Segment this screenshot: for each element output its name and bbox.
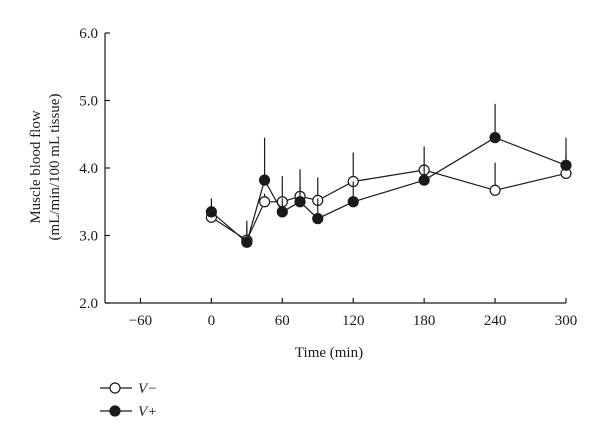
series-line (211, 169, 567, 242)
series-layer (205, 103, 572, 248)
y-tick-label: 6.0 (79, 26, 98, 42)
data-point (258, 196, 271, 208)
series-v-plus (205, 103, 572, 248)
data-point (258, 174, 271, 186)
y-axis-title-line-1: Muscle blood flow (28, 110, 44, 223)
x-tick-label: 180 (413, 313, 436, 329)
legend-item-v-minus: V− (100, 381, 157, 397)
data-point (312, 213, 324, 225)
axes (104, 33, 566, 304)
y-axis-title: Muscle blood flow (mL/min/100 mL tissue) (28, 94, 63, 241)
x-axis-ticks: −60 0 60 120 180 240 300 (129, 298, 578, 329)
y-tick-label: 5.0 (79, 94, 98, 110)
x-axis-title: Time (min) (295, 345, 363, 361)
data-point (241, 236, 253, 248)
y-axis-ticks: 2.0 3.0 4.0 5.0 6.0 (79, 26, 110, 312)
data-point (276, 206, 288, 218)
data-point (560, 159, 572, 171)
legend-marker-filled-circle (109, 405, 121, 417)
y-tick-label: 2.0 (79, 296, 98, 312)
data-point (205, 206, 217, 218)
x-tick-label: −60 (129, 313, 152, 329)
x-tick-label: 60 (275, 313, 290, 329)
y-tick-label: 3.0 (79, 229, 98, 245)
series-v-minus (205, 146, 572, 246)
data-point (418, 174, 430, 186)
y-axis-title-line-2: (mL/min/100 mL tissue) (47, 94, 63, 241)
data-point (347, 196, 359, 208)
legend: V− V+ (100, 381, 157, 420)
x-tick-label: 120 (342, 313, 365, 329)
data-point (489, 184, 501, 196)
legend-marker-open-circle (109, 382, 121, 394)
series-line (211, 136, 567, 244)
y-tick-label: 4.0 (79, 161, 98, 177)
legend-label-v-minus: V− (138, 381, 157, 397)
legend-label-v-plus: V+ (138, 404, 157, 420)
x-tick-label: 300 (555, 313, 578, 329)
x-tick-label: 240 (484, 313, 507, 329)
data-point (294, 196, 306, 208)
legend-item-v-plus: V+ (100, 404, 157, 420)
x-tick-label: 0 (208, 313, 216, 329)
data-point (489, 132, 501, 144)
